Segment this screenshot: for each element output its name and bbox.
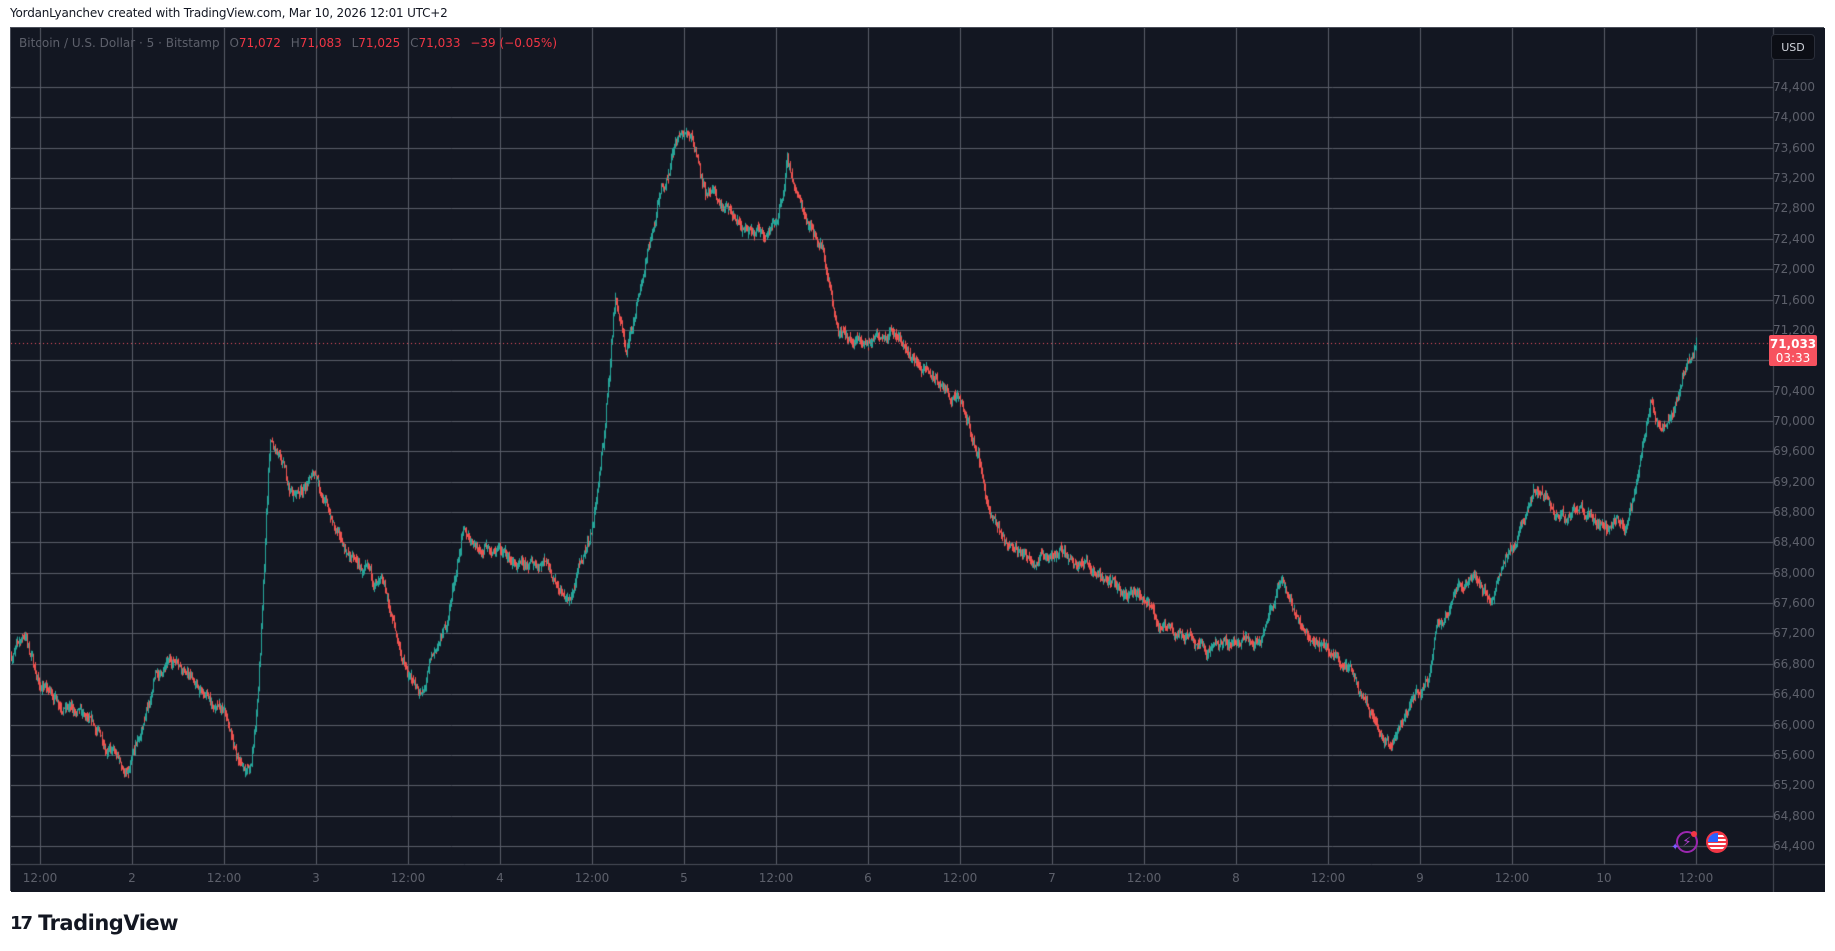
time-tick-label: 4 (496, 871, 504, 885)
price-tick-label: 65,200 (1773, 778, 1815, 793)
open-label: O (229, 36, 239, 50)
open-value: 71,072 (238, 36, 281, 50)
last-price-tag: 71,033 03:33 (1769, 334, 1817, 366)
us-flag-events-icon[interactable] (1706, 831, 1728, 853)
chart-pane[interactable]: Bitcoin / U.S. Dollar · 5 · Bitstamp O71… (10, 27, 1825, 892)
close-label: C (410, 36, 419, 50)
time-tick-label: 7 (1048, 871, 1056, 885)
symbol-title[interactable]: Bitcoin / U.S. Dollar · 5 · Bitstamp (19, 36, 220, 50)
chart-badges: ⚡ ✦ (1671, 831, 1728, 853)
tradingview-brand[interactable]: 17 TradingView (10, 911, 179, 935)
bar-countdown: 03:33 (1775, 350, 1811, 365)
price-tick-label: 67,200 (1773, 626, 1815, 641)
time-tick-label: 10 (1596, 871, 1612, 885)
last-price-value: 71,033 (1769, 336, 1817, 351)
price-tick-label: 70,000 (1773, 413, 1815, 428)
tradingview-logo-icon: 17 (10, 912, 33, 934)
price-tick-label: 66,800 (1773, 656, 1815, 671)
price-tick-label: 72,400 (1773, 231, 1815, 246)
price-tick-label: 72,800 (1773, 201, 1815, 216)
currency-button[interactable]: USD (1771, 34, 1815, 60)
candlestick-chart[interactable] (11, 28, 1825, 892)
close-value: 71,033 (418, 36, 461, 50)
price-tick-label: 70,400 (1773, 383, 1815, 398)
time-tick-label: 12:00 (22, 871, 58, 885)
price-tick-label: 67,600 (1773, 596, 1815, 611)
price-tick-label: 74,400 (1773, 80, 1815, 94)
time-tick-label: 12:00 (1494, 871, 1530, 885)
change-value: −39 (−0.05%) (470, 36, 558, 50)
price-tick-label: 71,600 (1773, 292, 1815, 307)
time-tick-label: 12:00 (1126, 871, 1162, 885)
time-tick-label: 12:00 (1678, 871, 1714, 885)
brand-name: TradingView (38, 911, 179, 935)
price-tick-label: 64,800 (1773, 808, 1815, 823)
time-tick-label: 5 (680, 871, 688, 885)
time-tick-label: 6 (864, 871, 872, 885)
time-tick-label: 12:00 (574, 871, 610, 885)
high-value: 71,083 (299, 36, 342, 50)
time-tick-label: 12:00 (758, 871, 794, 885)
time-tick-label: 8 (1232, 871, 1240, 885)
ai-assistant-bolt-icon[interactable]: ⚡ ✦ (1671, 831, 1698, 853)
price-tick-label: 73,200 (1773, 171, 1815, 186)
time-tick-label: 12:00 (1310, 871, 1346, 885)
sparkle-icon: ✦ (1671, 842, 1680, 853)
symbol-legend: Bitcoin / U.S. Dollar · 5 · Bitstamp O71… (19, 36, 557, 50)
price-tick-label: 66,000 (1773, 717, 1815, 732)
high-label: H (290, 36, 300, 50)
time-tick-label: 12:00 (390, 871, 426, 885)
low-label: L (351, 36, 359, 50)
price-tick-label: 64,400 (1773, 839, 1815, 853)
time-tick-label: 3 (312, 871, 320, 885)
price-tick-label: 68,800 (1773, 505, 1815, 520)
time-tick-label: 12:00 (942, 871, 978, 885)
price-tick-label: 72,000 (1773, 262, 1815, 277)
price-tick-label: 73,600 (1773, 140, 1815, 155)
chart-credit: YordanLyanchev created with TradingView.… (10, 6, 448, 20)
low-value: 71,025 (358, 36, 401, 50)
price-tick-label: 74,000 (1773, 110, 1815, 125)
price-tick-label: 71,200 (1773, 322, 1815, 337)
price-tick-label: 69,600 (1773, 444, 1815, 459)
price-tick-label: 65,600 (1773, 747, 1815, 762)
time-tick-label: 12:00 (206, 871, 242, 885)
price-tick-label: 68,000 (1773, 565, 1815, 580)
price-tick-label: 69,200 (1773, 474, 1815, 489)
price-tick-label: 68,400 (1773, 535, 1815, 550)
price-tick-label: 66,400 (1773, 687, 1815, 702)
time-tick-label: 9 (1416, 871, 1424, 885)
time-tick-label: 2 (128, 871, 136, 885)
